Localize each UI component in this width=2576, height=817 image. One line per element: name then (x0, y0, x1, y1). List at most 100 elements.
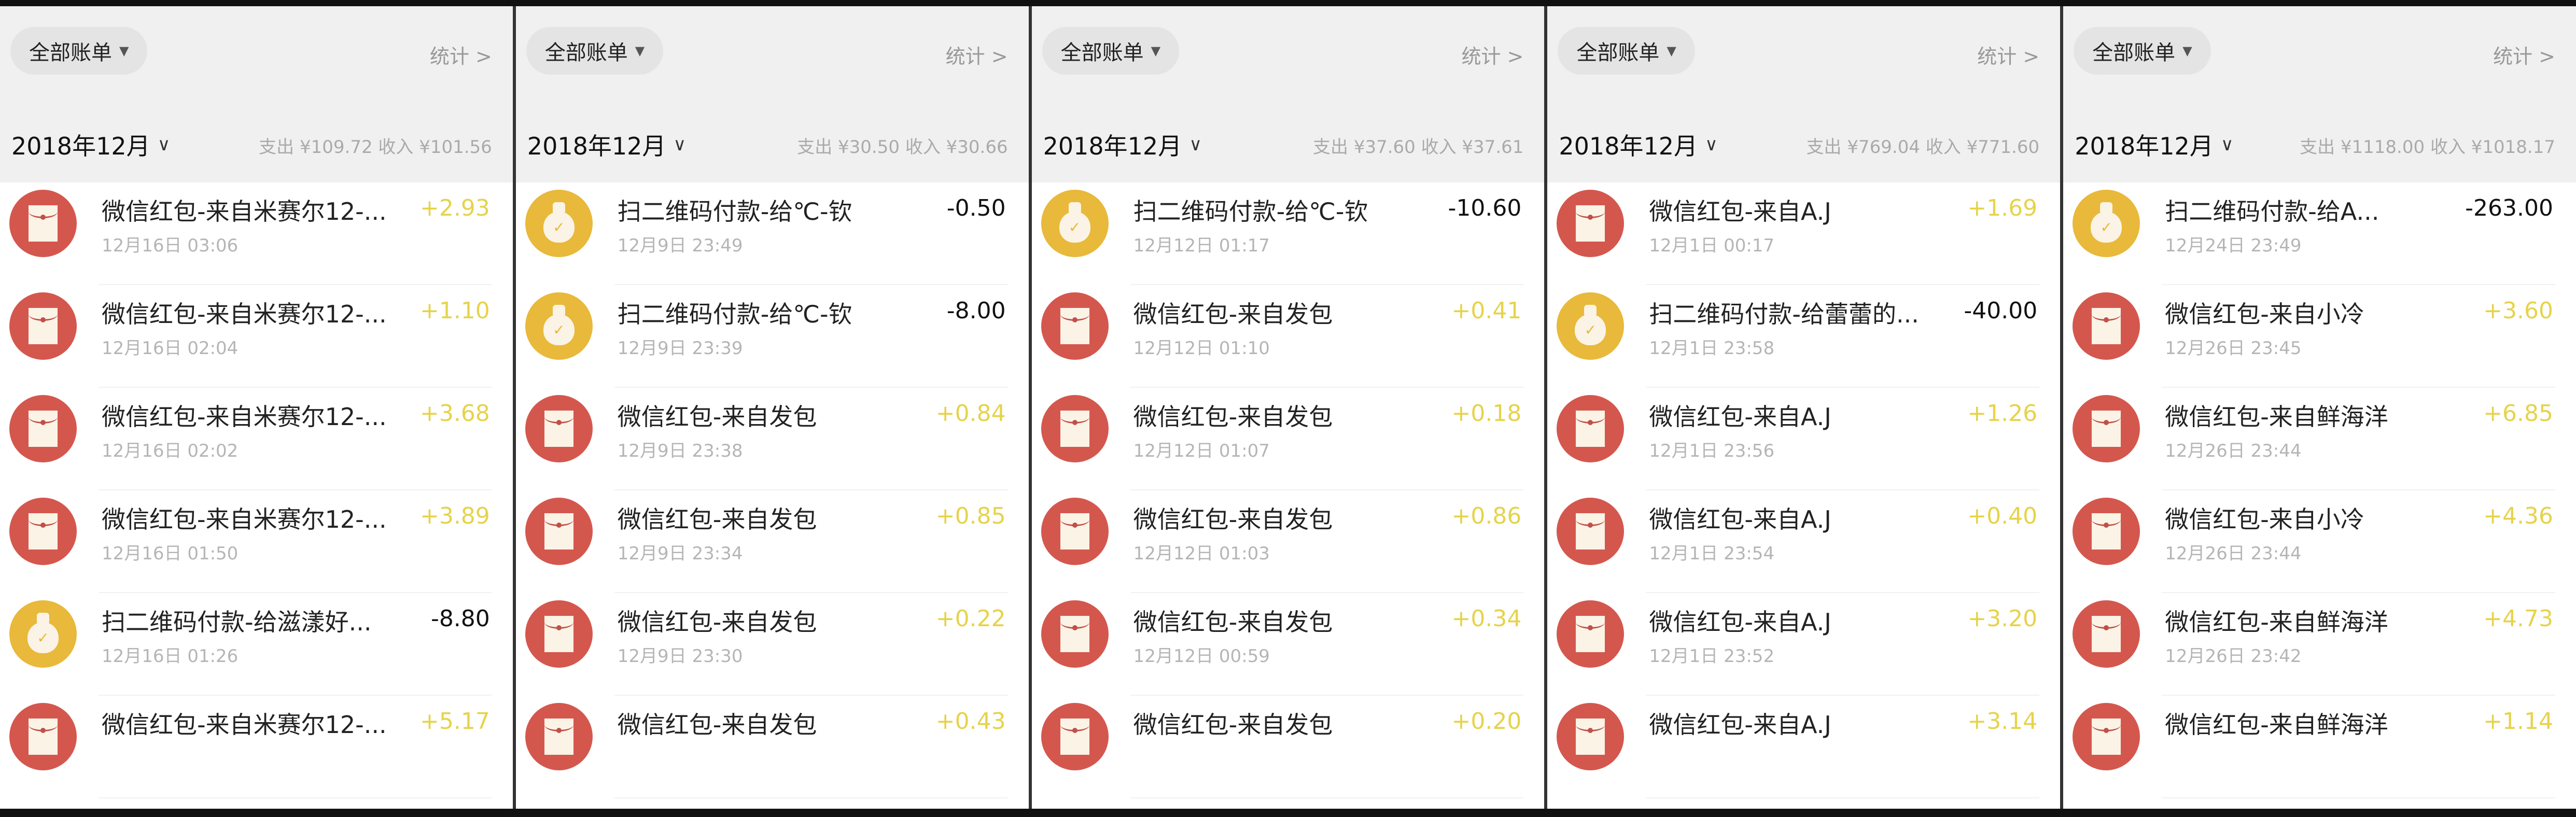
all-bills-filter-button[interactable]: 全部账单 ▼ (1558, 27, 1695, 75)
red-packet-icon (1041, 395, 1109, 462)
all-bills-filter-button[interactable]: 全部账单 ▼ (10, 27, 148, 75)
filter-label: 全部账单 (29, 41, 112, 65)
transaction-amount: +6.85 (2483, 400, 2553, 427)
transaction-amount: +0.22 (935, 605, 1006, 632)
transaction-date: 12月9日 23:30 (617, 646, 743, 667)
transaction-list: 微信红包-来自米赛尔12-... 12月16日 03:06 +2.93 微信红包… (0, 182, 513, 798)
transaction-title: 微信红包-来自米赛尔12-... (102, 198, 387, 226)
transaction-row[interactable]: 微信红包-来自发包 12月9日 23:38 +0.84 (516, 388, 1029, 490)
transaction-row[interactable]: 微信红包-来自A.J 12月1日 23:52 +3.20 (1547, 593, 2060, 696)
transaction-title: 微信红包-来自米赛尔12-... (102, 300, 387, 328)
transaction-amount: +3.14 (1967, 708, 2038, 735)
red-packet-icon (9, 498, 77, 565)
transaction-row[interactable]: 微信红包-来自小冷 12月26日 23:44 +4.36 (2063, 490, 2576, 593)
transaction-title: 微信红包-来自发包 (617, 608, 817, 636)
transaction-row[interactable]: 微信红包-来自米赛尔12-... 12月16日 01:50 +3.89 (0, 490, 513, 593)
red-packet-icon (1557, 395, 1625, 462)
transaction-row[interactable]: 微信红包-来自米赛尔12-... +5.17 (0, 696, 513, 798)
transaction-title: 扫二维码付款-给℃-钦 (617, 198, 852, 226)
transaction-list: ✓ 扫二维码付款-给℃-钦 12月12日 01:17 -10.60 微信红包-来… (1032, 182, 1545, 798)
transaction-row[interactable]: 微信红包-来自发包 12月9日 23:34 +0.85 (516, 490, 1029, 593)
transaction-row[interactable]: 微信红包-来自发包 +0.43 (516, 696, 1029, 798)
transaction-date: 12月16日 01:26 (102, 646, 239, 667)
transaction-row[interactable]: 微信红包-来自发包 12月9日 23:30 +0.22 (516, 593, 1029, 696)
transaction-date: 12月16日 01:50 (102, 543, 239, 564)
transaction-row[interactable]: 微信红包-来自发包 +0.20 (1032, 696, 1545, 798)
transaction-title: 微信红包-来自米赛尔12-... (102, 403, 387, 431)
transaction-date: 12月24日 23:49 (2165, 235, 2302, 256)
caret-down-icon: ▼ (119, 44, 129, 58)
transaction-row[interactable]: 微信红包-来自发包 12月12日 01:07 +0.18 (1032, 388, 1545, 490)
transaction-row[interactable]: 微信红包-来自小冷 12月26日 23:45 +3.60 (2063, 285, 2576, 388)
transaction-row[interactable]: 微信红包-来自A.J 12月1日 00:17 +1.69 (1547, 182, 2060, 285)
transaction-row[interactable]: 微信红包-来自发包 12月12日 01:03 +0.86 (1032, 490, 1545, 593)
month-label: 2018年12月 (1043, 132, 1182, 160)
transaction-row[interactable]: 微信红包-来自鲜海洋 12月26日 23:44 +6.85 (2063, 388, 2576, 490)
statistics-link[interactable]: 统计 > (1977, 45, 2040, 68)
caret-down-icon: ▼ (1667, 44, 1676, 58)
transaction-title: 微信红包-来自鲜海洋 (2165, 608, 2388, 636)
money-bag-icon: ✓ (1041, 190, 1109, 257)
statistics-link[interactable]: 统计 > (429, 45, 492, 68)
all-bills-filter-button[interactable]: 全部账单 ▼ (526, 27, 664, 75)
transaction-row[interactable]: ✓ 扫二维码付款-给℃-钦 12月9日 23:39 -8.00 (516, 285, 1029, 388)
transaction-row[interactable]: 微信红包-来自鲜海洋 12月26日 23:42 +4.73 (2063, 593, 2576, 696)
transaction-date: 12月1日 00:17 (1649, 235, 1775, 256)
money-bag-icon: ✓ (1557, 292, 1625, 360)
transaction-title: 微信红包-来自发包 (1133, 300, 1333, 328)
month-selector[interactable]: 2018年12月 ∨ (11, 128, 171, 162)
transaction-date: 12月26日 23:44 (2165, 441, 2302, 461)
transaction-amount: +3.60 (2483, 298, 2553, 324)
statistics-link[interactable]: 统计 > (1461, 45, 1524, 68)
transaction-amount: +3.89 (419, 503, 490, 529)
transaction-row[interactable]: 微信红包-来自米赛尔12-... 12月16日 03:06 +2.93 (0, 182, 513, 285)
transaction-row[interactable]: ✓ 扫二维码付款-给滋漾好... 12月16日 01:26 -8.80 (0, 593, 513, 696)
transaction-row[interactable]: 微信红包-来自发包 12月12日 01:10 +0.41 (1032, 285, 1545, 388)
statistics-link[interactable]: 统计 > (2493, 45, 2555, 68)
transaction-title: 微信红包-来自A.J (1649, 608, 1831, 636)
transaction-title: 微信红包-来自鲜海洋 (2165, 403, 2388, 431)
red-packet-icon (9, 703, 77, 770)
all-bills-filter-button[interactable]: 全部账单 ▼ (2074, 27, 2211, 75)
transaction-row[interactable]: ✓ 扫二维码付款-给℃-钦 12月12日 01:17 -10.60 (1032, 182, 1545, 285)
transaction-title: 微信红包-来自小冷 (2165, 300, 2364, 328)
transaction-row[interactable]: ✓ 扫二维码付款-给A... 12月24日 23:49 -263.00 (2063, 182, 2576, 285)
transaction-row[interactable]: 微信红包-来自发包 12月12日 00:59 +0.34 (1032, 593, 1545, 696)
all-bills-filter-button[interactable]: 全部账单 ▼ (1042, 27, 1180, 75)
transaction-row[interactable]: ✓ 扫二维码付款-给蕾蕾的... 12月1日 23:58 -40.00 (1547, 285, 2060, 388)
red-packet-icon (1557, 600, 1625, 668)
red-packet-icon (2073, 498, 2140, 565)
bill-header: 全部账单 ▼ 统计 > 2018年12月 ∨ 支出 ¥1118.00 收入 ¥1… (2063, 6, 2576, 182)
month-selector[interactable]: 2018年12月 ∨ (2075, 128, 2234, 162)
transaction-row[interactable]: 微信红包-来自米赛尔12-... 12月16日 02:04 +1.10 (0, 285, 513, 388)
money-bag-icon: ✓ (2073, 190, 2140, 257)
red-packet-icon (2073, 600, 2140, 668)
chevron-down-icon: ∨ (1705, 134, 1718, 155)
transaction-row[interactable]: ✓ 扫二维码付款-给℃-钦 12月9日 23:49 -0.50 (516, 182, 1029, 285)
transaction-row[interactable]: 微信红包-来自A.J +3.14 (1547, 696, 2060, 798)
transaction-title: 扫二维码付款-给℃-钦 (617, 300, 852, 328)
transaction-title: 微信红包-来自A.J (1649, 403, 1831, 431)
statistics-link[interactable]: 统计 > (945, 45, 1008, 68)
transaction-amount: +3.68 (419, 400, 490, 427)
transaction-date: 12月1日 23:54 (1649, 543, 1775, 564)
month-selector[interactable]: 2018年12月 ∨ (1559, 128, 1718, 162)
red-packet-icon (9, 292, 77, 360)
month-summary: 支出 ¥769.04 收入 ¥771.60 (1806, 137, 2040, 158)
filter-label: 全部账单 (2092, 41, 2176, 65)
transaction-row[interactable]: 微信红包-来自鲜海洋 +1.14 (2063, 696, 2576, 798)
red-packet-icon (2073, 703, 2140, 770)
month-selector[interactable]: 2018年12月 ∨ (527, 128, 687, 162)
transaction-date: 12月9日 23:34 (617, 543, 743, 564)
money-bag-icon: ✓ (525, 292, 593, 360)
transaction-date: 12月1日 23:56 (1649, 441, 1775, 461)
transaction-title: 微信红包-来自小冷 (2165, 505, 2364, 533)
month-selector[interactable]: 2018年12月 ∨ (1043, 128, 1202, 162)
bill-list-screen: 全部账单 ▼ 统计 > 2018年12月 ∨ 支出 ¥30.50 收入 ¥30.… (515, 6, 1029, 809)
transaction-row[interactable]: 微信红包-来自米赛尔12-... 12月16日 02:02 +3.68 (0, 388, 513, 490)
bill-list-screen: 全部账单 ▼ 统计 > 2018年12月 ∨ 支出 ¥1118.00 收入 ¥1… (2063, 6, 2576, 809)
transaction-row[interactable]: 微信红包-来自A.J 12月1日 23:56 +1.26 (1547, 388, 2060, 490)
filter-label: 全部账单 (1576, 41, 1660, 65)
red-packet-icon (9, 190, 77, 257)
transaction-row[interactable]: 微信红包-来自A.J 12月1日 23:54 +0.40 (1547, 490, 2060, 593)
